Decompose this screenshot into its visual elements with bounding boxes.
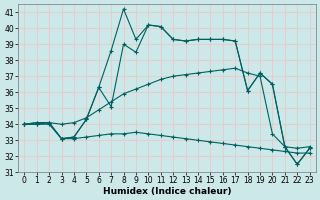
X-axis label: Humidex (Indice chaleur): Humidex (Indice chaleur) <box>103 187 231 196</box>
